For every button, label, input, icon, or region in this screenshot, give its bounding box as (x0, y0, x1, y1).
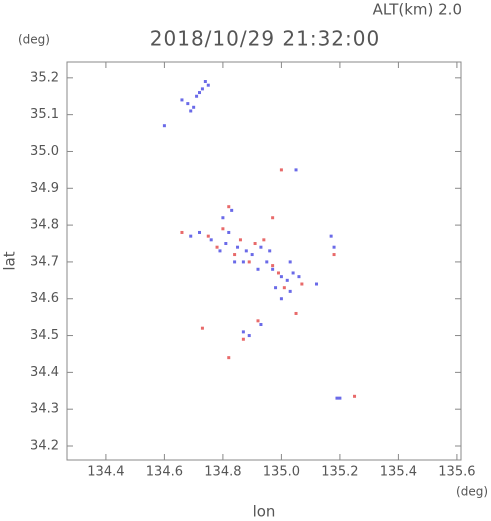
x-tick-label: 135.0 (263, 465, 300, 480)
x-tick-label: 135.6 (438, 465, 475, 480)
point (209, 238, 213, 242)
point (294, 168, 298, 172)
point (238, 238, 242, 242)
y-tick-label: 34.8 (30, 218, 59, 233)
point (200, 326, 204, 330)
point (288, 289, 292, 293)
point (192, 105, 196, 109)
x-tick-label: 134.4 (87, 465, 124, 480)
y-axis-label: lat (1, 251, 19, 270)
point (180, 230, 184, 234)
point (180, 98, 184, 102)
point (224, 242, 228, 246)
x-tick-label: 134.8 (204, 465, 241, 480)
point (259, 323, 263, 327)
point (215, 245, 219, 249)
point (271, 264, 275, 268)
point (247, 260, 251, 264)
point (253, 242, 257, 246)
point (227, 356, 231, 360)
point (244, 249, 248, 253)
point (329, 234, 333, 238)
point (332, 253, 336, 257)
point (241, 330, 245, 334)
chart-title: 2018/10/29 21:32:00 (150, 27, 380, 51)
y-tick-label: 35.0 (30, 144, 59, 159)
point (227, 205, 231, 209)
point (315, 282, 319, 286)
point (268, 249, 272, 253)
point (189, 234, 193, 238)
point (206, 83, 210, 87)
point (241, 260, 245, 264)
point (218, 249, 222, 253)
point (186, 102, 190, 106)
point (247, 334, 251, 338)
y-tick-label: 34.3 (30, 402, 59, 417)
point (279, 168, 283, 172)
y-tick-label: 34.5 (30, 328, 59, 343)
y-tick-label: 34.7 (30, 254, 59, 269)
point (259, 245, 263, 249)
point (200, 87, 204, 91)
point (221, 216, 225, 220)
point (221, 227, 225, 231)
y-tick-label: 34.6 (30, 291, 59, 306)
point (262, 238, 266, 242)
x-axis-label: lon (253, 503, 276, 521)
point (332, 245, 336, 249)
point (282, 286, 286, 290)
point (274, 286, 278, 290)
plot-frame (66, 61, 462, 461)
point (233, 260, 237, 264)
x-tick-label: 134.6 (146, 465, 183, 480)
point (198, 230, 202, 234)
point (206, 234, 210, 238)
point (300, 282, 304, 286)
point (297, 275, 301, 279)
point (241, 337, 245, 341)
point (335, 396, 339, 400)
point (203, 80, 207, 84)
point (162, 124, 166, 128)
y-tick-label: 34.2 (30, 439, 59, 454)
point (198, 91, 202, 95)
point (285, 278, 289, 282)
point (288, 260, 292, 264)
y-tick-label: 34.4 (30, 365, 59, 380)
point (291, 271, 295, 275)
point (353, 394, 357, 398)
point (189, 109, 193, 113)
point (236, 245, 240, 249)
y-tick-label: 35.1 (30, 107, 59, 122)
y-tick-label: 34.9 (30, 181, 59, 196)
point (230, 208, 234, 212)
point (271, 216, 275, 220)
point (265, 260, 269, 264)
y-tick-label: 35.2 (30, 70, 59, 85)
point (256, 267, 260, 271)
point (338, 396, 342, 400)
chart-subtitle: ALT(km) 2.0 (373, 1, 462, 19)
point (233, 253, 237, 257)
point (279, 297, 283, 301)
point (276, 271, 280, 275)
y-unit: (deg) (18, 33, 50, 47)
point (256, 319, 260, 323)
point (227, 230, 231, 234)
point (294, 311, 298, 315)
x-tick-label: 135.4 (380, 465, 417, 480)
x-tick-label: 135.2 (321, 465, 358, 480)
point (250, 253, 254, 257)
point (271, 267, 275, 271)
point (279, 275, 283, 279)
x-unit: (deg) (456, 485, 488, 499)
point (195, 94, 199, 98)
